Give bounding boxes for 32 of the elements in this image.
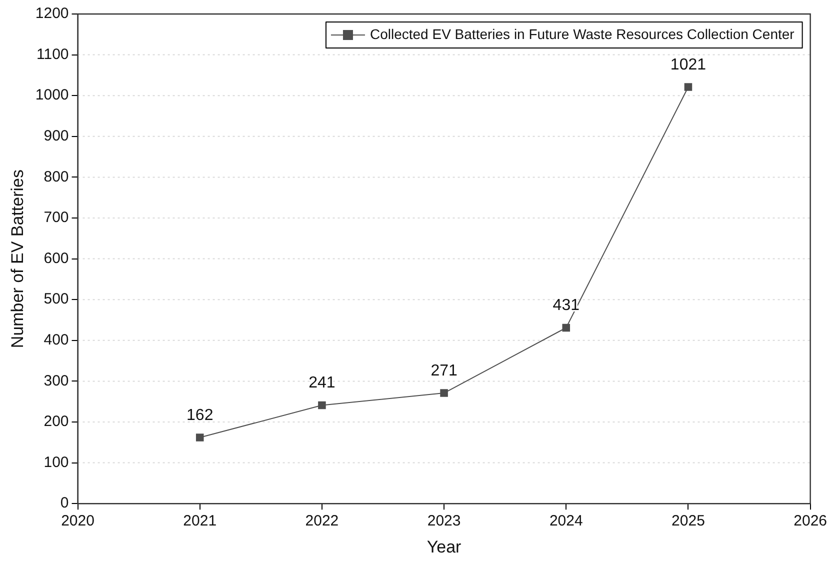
y-tick-label: 400: [44, 332, 69, 349]
point: [440, 389, 448, 397]
data-label: 162: [186, 406, 214, 424]
data-label: 1021: [670, 56, 706, 74]
y-tick-label: 1200: [35, 5, 69, 22]
y-tick-label: 900: [44, 128, 69, 145]
point: [562, 324, 570, 332]
y-axis-title: Number of EV Batteries: [8, 170, 27, 348]
x-tick-label: 2026: [794, 512, 828, 530]
y-tick-label: 1000: [35, 86, 69, 104]
y-tick-label: 300: [44, 372, 69, 390]
y-tick-label: 500: [44, 290, 69, 308]
x-tick-label: 2021: [183, 512, 217, 530]
data-label: 271: [430, 362, 458, 380]
x-tick-label: 2020: [61, 512, 94, 530]
y-tick-label: 600: [44, 250, 69, 267]
x-tick-label: 2022: [305, 512, 339, 530]
y-tick-label: 800: [44, 168, 69, 186]
x-tick-label: 2024: [549, 512, 583, 530]
y-tick-label: 100: [44, 454, 69, 471]
y-tick-label: 1100: [36, 46, 69, 63]
point: [318, 401, 326, 410]
x-axis-title: Year: [426, 537, 462, 556]
x-tick-label: 2025: [672, 512, 705, 530]
x-tick-label: 2023: [427, 512, 461, 530]
y-tick-label: 200: [44, 413, 69, 430]
y-tick-label: 0: [60, 494, 69, 512]
y-tick-label: 700: [44, 209, 69, 226]
point: [196, 434, 204, 442]
legend-label: Collected EV Batteries in Future Waste Resources Collection Center: [370, 26, 795, 42]
data-label: 241: [308, 374, 336, 392]
point: [684, 83, 692, 91]
